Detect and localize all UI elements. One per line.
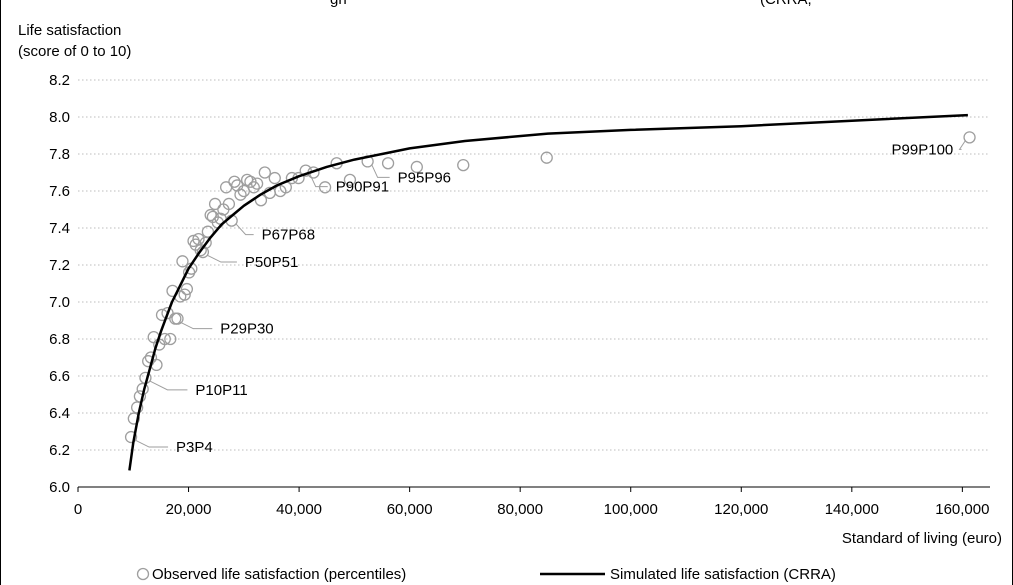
annotation-leader bbox=[179, 322, 212, 329]
y-tick-label: 7.8 bbox=[49, 146, 70, 163]
x-tick-label: 120,000 bbox=[714, 501, 768, 518]
annotation-label: P67P68 bbox=[262, 227, 315, 244]
x-tick-label: 60,000 bbox=[387, 501, 433, 518]
observed-point bbox=[229, 176, 240, 187]
y-tick-label: 7.0 bbox=[49, 294, 70, 311]
legend: Observed life satisfaction (percentiles)… bbox=[138, 566, 836, 583]
y-tick-label: 6.6 bbox=[49, 368, 70, 385]
observed-point bbox=[210, 198, 221, 209]
observed-point bbox=[458, 160, 469, 171]
observed-point bbox=[269, 173, 280, 184]
x-tick-label: 0 bbox=[74, 501, 82, 518]
annotation-leader bbox=[135, 440, 168, 447]
y-tick-label: 8.0 bbox=[49, 109, 70, 126]
y-tick-label: 6.4 bbox=[49, 405, 70, 422]
simulated-line bbox=[129, 115, 968, 470]
x-axis-title: Standard of living (euro) bbox=[842, 530, 1002, 547]
series bbox=[126, 115, 975, 470]
observed-point bbox=[964, 132, 975, 143]
observed-point bbox=[259, 167, 270, 178]
y-tick-label: 6.2 bbox=[49, 442, 70, 459]
y-tick-label: 8.2 bbox=[49, 72, 70, 89]
annotation-label: P50P51 bbox=[245, 254, 298, 271]
annotation-leader bbox=[149, 381, 187, 390]
annotation-label: P29P30 bbox=[220, 321, 273, 338]
y-tick-label: 7.4 bbox=[49, 220, 70, 237]
y-tick-label: 6.0 bbox=[49, 479, 70, 496]
x-tick-label: 20,000 bbox=[166, 501, 212, 518]
chart-top-caption-left: gh bbox=[330, 0, 347, 8]
legend-observed-marker bbox=[138, 569, 149, 580]
y-tick-label: 6.8 bbox=[49, 331, 70, 348]
y-axis-subtitle: (score of 0 to 10) bbox=[18, 43, 131, 60]
observed-point bbox=[320, 182, 331, 193]
annotation-label: P10P11 bbox=[195, 382, 247, 399]
annotation-label: P95P96 bbox=[398, 169, 451, 186]
legend-simulated-label: Simulated life satisfaction (CRRA) bbox=[610, 566, 836, 583]
x-tick-label: 160,000 bbox=[935, 501, 989, 518]
annotation-label: P3P4 bbox=[176, 439, 213, 456]
y-tick-label: 7.6 bbox=[49, 183, 70, 200]
x-tick-label: 80,000 bbox=[497, 501, 543, 518]
annotation-leader bbox=[960, 140, 966, 149]
observed-point bbox=[383, 158, 394, 169]
y-axis-title: Life satisfaction bbox=[18, 22, 121, 39]
annotation-leader bbox=[236, 224, 254, 235]
annotation-label: P90P91 bbox=[336, 179, 389, 196]
annotation-leader bbox=[372, 164, 390, 177]
annotation-leader bbox=[207, 255, 237, 262]
x-tick-label: 140,000 bbox=[825, 501, 879, 518]
x-tick-label: 100,000 bbox=[604, 501, 658, 518]
annotation-label: P99P100 bbox=[892, 141, 954, 158]
y-tick-label: 7.2 bbox=[49, 257, 70, 274]
x-tick-label: 40,000 bbox=[276, 501, 322, 518]
legend-observed-label: Observed life satisfaction (percentiles) bbox=[152, 566, 406, 583]
chart-top-caption-right: (CRRA, bbox=[760, 0, 812, 8]
